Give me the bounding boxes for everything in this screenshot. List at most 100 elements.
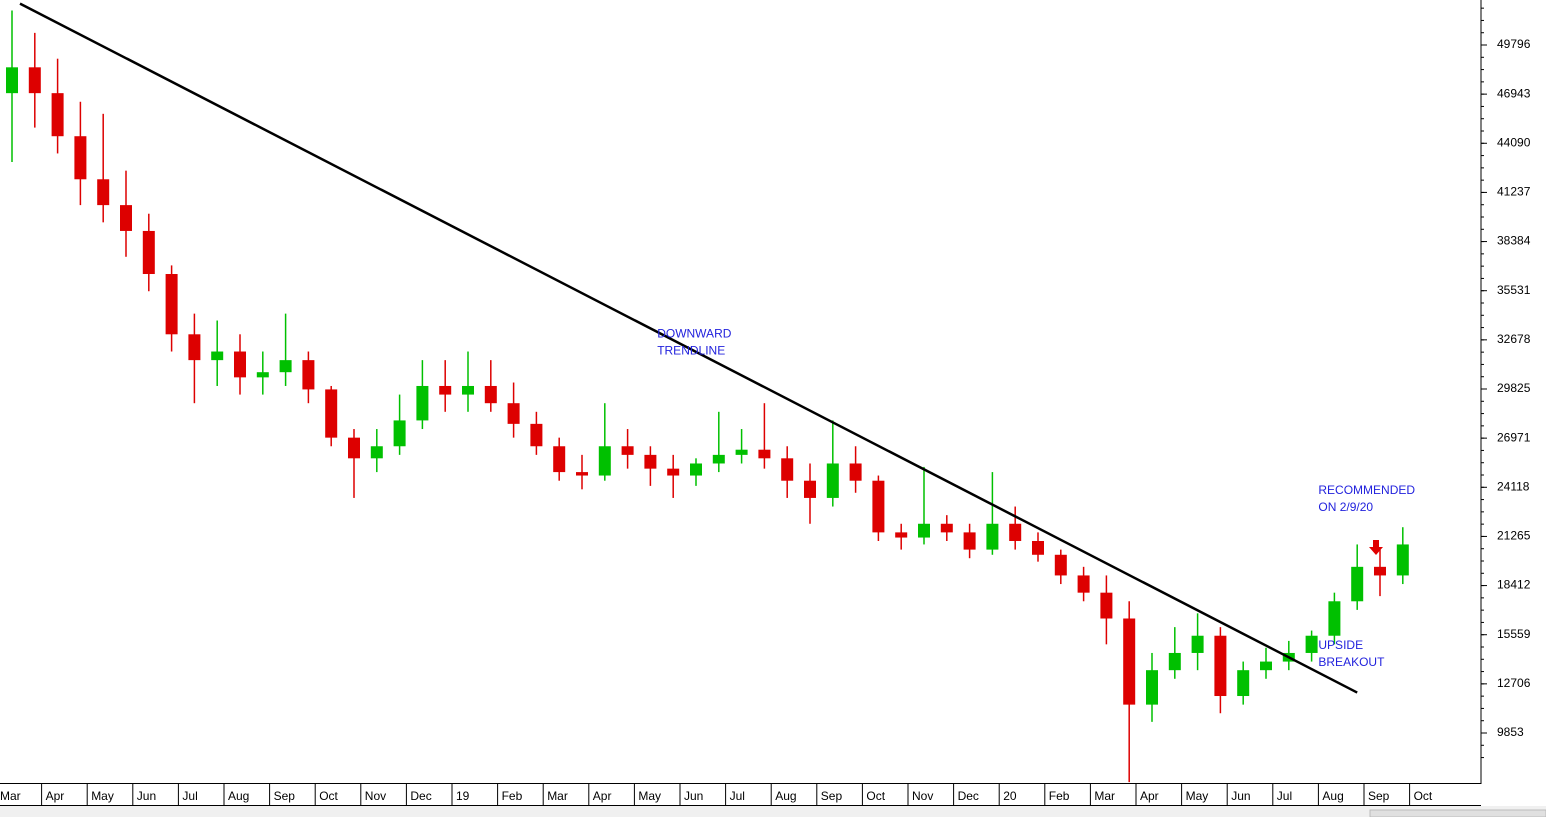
x-tick-label: Jun bbox=[684, 789, 703, 803]
x-tick-label: Jun bbox=[1231, 789, 1250, 803]
x-tick-label: Aug bbox=[1322, 789, 1343, 803]
x-tick-label: Nov bbox=[912, 789, 933, 803]
x-tick-label: Jun bbox=[137, 789, 156, 803]
candle-body bbox=[74, 136, 87, 180]
y-tick-label: 44090 bbox=[1497, 135, 1531, 149]
candle-body bbox=[1214, 635, 1227, 697]
candle-body bbox=[120, 205, 132, 231]
x-tick-label: May bbox=[1186, 789, 1209, 803]
candle-body bbox=[918, 523, 930, 538]
annotation: ON 2/9/20 bbox=[1318, 500, 1373, 514]
x-tick-label: Jul bbox=[182, 789, 197, 803]
x-tick-label: May bbox=[91, 789, 114, 803]
candle-body bbox=[348, 437, 360, 459]
y-tick-label: 12706 bbox=[1497, 676, 1531, 690]
annotation: BREAKOUT bbox=[1318, 655, 1385, 669]
candle-body bbox=[484, 385, 497, 404]
candle-body bbox=[1305, 635, 1318, 653]
x-tick-label: Aug bbox=[228, 789, 249, 803]
y-tick-label: 32678 bbox=[1497, 332, 1531, 346]
candle-body bbox=[1168, 652, 1181, 671]
candle-body bbox=[1328, 601, 1341, 636]
y-tick-label: 24118 bbox=[1497, 479, 1530, 493]
candle-body bbox=[1032, 540, 1044, 555]
candle-body bbox=[667, 468, 680, 476]
x-tick-label: Oct bbox=[1414, 789, 1433, 803]
trendline bbox=[19, 2, 1358, 694]
candle-body bbox=[621, 446, 634, 455]
y-tick-label: 15559 bbox=[1497, 627, 1531, 641]
x-tick-label: Oct bbox=[319, 789, 338, 803]
candle-body bbox=[1260, 661, 1272, 671]
x-tick-label: Dec bbox=[958, 789, 979, 803]
annotation: TRENDLINE bbox=[657, 343, 725, 357]
annotation: RECOMMENDED bbox=[1318, 483, 1415, 497]
candle-body bbox=[6, 67, 18, 94]
candle-body bbox=[576, 472, 588, 476]
candle-body bbox=[849, 463, 862, 481]
y-tick-label: 38384 bbox=[1497, 234, 1531, 248]
candle-body bbox=[1237, 670, 1250, 697]
candle-body bbox=[963, 532, 976, 550]
candle-body bbox=[416, 385, 429, 421]
candle-body bbox=[895, 532, 908, 538]
x-tick-label: 20 bbox=[1003, 789, 1017, 803]
candle-body bbox=[256, 372, 269, 378]
candle-body bbox=[325, 389, 338, 438]
y-tick-label: 29825 bbox=[1497, 381, 1531, 395]
candle-body bbox=[302, 360, 315, 390]
candle-body bbox=[872, 480, 885, 533]
x-tick-label: Sep bbox=[1368, 789, 1390, 803]
y-tick-label: 35531 bbox=[1497, 283, 1531, 297]
x-tick-label: Jul bbox=[730, 789, 745, 803]
scrollbar[interactable] bbox=[1369, 809, 1546, 817]
candle-body bbox=[1191, 635, 1204, 653]
y-tick-label: 9853 bbox=[1497, 725, 1524, 739]
candle-body bbox=[1123, 618, 1136, 705]
candle-body bbox=[1146, 670, 1158, 705]
candle-body bbox=[598, 446, 611, 476]
candle-body bbox=[1009, 523, 1022, 541]
y-tick-label: 46943 bbox=[1497, 86, 1531, 100]
x-tick-label: Mar bbox=[1094, 789, 1115, 803]
candle-body bbox=[28, 67, 41, 94]
candle-body bbox=[644, 454, 657, 469]
candle-body bbox=[507, 403, 520, 424]
x-tick-label: May bbox=[638, 789, 661, 803]
x-tick-label: Mar bbox=[547, 789, 568, 803]
candle-body bbox=[712, 454, 725, 464]
candle-body bbox=[940, 523, 953, 533]
y-tick-label: 18412 bbox=[1497, 578, 1531, 592]
candle-body bbox=[804, 480, 816, 498]
candle-body bbox=[1351, 566, 1364, 602]
x-tick-label: 19 bbox=[456, 789, 470, 803]
candle-body bbox=[142, 230, 155, 275]
candle-body bbox=[439, 385, 452, 395]
x-tick-label: Jul bbox=[1277, 789, 1292, 803]
candle-body bbox=[553, 446, 566, 473]
candle-body bbox=[1396, 544, 1409, 576]
x-tick-label: Apr bbox=[46, 789, 65, 803]
candle-body bbox=[393, 420, 406, 447]
x-tick-label: Sep bbox=[274, 789, 296, 803]
candle-body bbox=[735, 449, 748, 455]
x-tick-label: Apr bbox=[593, 789, 612, 803]
candle-body bbox=[234, 351, 246, 378]
x-tick-label: Oct bbox=[866, 789, 885, 803]
candle-body bbox=[690, 463, 702, 476]
candle-body bbox=[279, 360, 292, 373]
x-tick-label: Sep bbox=[821, 789, 843, 803]
annotation: DOWNWARD bbox=[657, 326, 732, 340]
x-tick-label: Apr bbox=[1140, 789, 1159, 803]
candle-body bbox=[462, 385, 474, 395]
candle-body bbox=[986, 523, 999, 550]
annotation: UPSIDE bbox=[1318, 638, 1363, 652]
candle-body bbox=[165, 274, 178, 335]
x-tick-label: Feb bbox=[1049, 789, 1070, 803]
x-tick-label: Aug bbox=[775, 789, 796, 803]
candle-body bbox=[1077, 575, 1090, 593]
candle-body bbox=[1054, 554, 1067, 576]
x-tick-label: Feb bbox=[502, 789, 523, 803]
